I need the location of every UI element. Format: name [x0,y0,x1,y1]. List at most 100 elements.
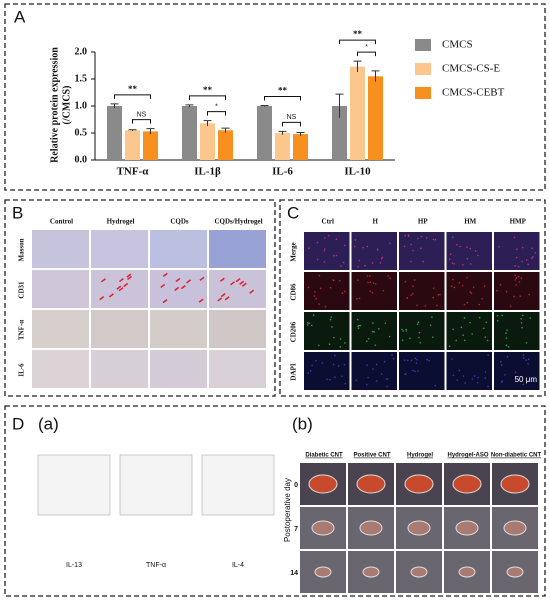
wound [359,520,383,536]
fluorescence [506,329,508,331]
fluorescence [380,373,383,375]
fluorescence [374,344,377,346]
y-axis-label: Relative protein expression [49,47,60,163]
fluorescence [344,382,347,385]
fluorescence [449,253,452,256]
fluorescence [422,260,425,263]
micrograph [91,230,148,268]
significance-label: NS [137,112,147,119]
fluorescence [452,374,455,377]
fluorescence [469,321,471,324]
fluorescence [344,342,346,344]
fluorescence [420,235,423,238]
fluorescence [388,335,391,338]
bar [332,106,347,160]
fluorescence [383,360,386,363]
x-tick-label: IL-1β [194,166,221,178]
fluorescence [429,324,432,327]
fluorescence [308,322,311,325]
mini-chart-label: IL-4 [232,562,244,569]
fluorescence [355,379,358,381]
wound [407,520,431,536]
fluorescence [453,262,456,265]
fluorescence [404,280,407,283]
panel-d-frame [4,405,546,597]
fluorescence [527,263,529,266]
fluorescence [358,297,361,300]
fluorescence [372,368,374,370]
fluorescence [456,379,458,382]
error-bar [146,128,155,135]
fluorescence [366,275,369,277]
column-label: Hydrogel-ASO [447,453,488,459]
fluorescence [356,318,359,321]
fluorescence [344,290,346,293]
fluorescence [318,274,321,277]
micrograph [150,350,207,388]
fluorescence [324,248,326,250]
wound [308,474,338,494]
fluorescence [308,247,310,249]
stain-arrow [160,283,166,289]
fluorescence [356,297,358,300]
fluorescence [410,294,412,296]
fluorescence [460,326,463,329]
fluorescence [470,292,473,294]
column-label: H [373,218,379,226]
fluorescence [458,281,461,284]
fluorescence [378,328,380,330]
fluorescence [531,247,533,250]
fluorescence [328,234,330,237]
fluorescence [456,243,458,246]
error-bar [296,131,305,136]
stain-arrow [249,289,255,294]
bar [368,76,383,160]
fluorescence [333,336,335,339]
fluorescence [520,322,523,324]
fluorescence [412,285,414,288]
fluorescence [373,331,375,333]
fluorescence [329,318,332,321]
fluorescence [477,254,479,257]
fluorescence [311,364,313,367]
fluorescence [517,275,520,278]
micrograph [399,272,445,310]
x-tick-label: TNF-α [117,166,150,178]
fluorescence [420,247,422,250]
stain-arrow [108,293,114,298]
fluorescence [403,245,406,248]
sub-panel-label: (a) [38,414,59,433]
stain-arrow [219,277,225,282]
fluorescence [532,255,534,258]
wound [506,566,524,578]
sub-panel-label: (b) [292,414,313,433]
fluorescence [334,354,336,357]
fluorescence [477,376,479,379]
micrograph [150,230,207,268]
fluorescence [469,247,472,250]
fluorescence [307,286,310,289]
fluorescence [334,376,336,378]
micrograph [304,352,350,390]
significance-bracket [114,94,151,99]
fluorescence [358,259,361,262]
fluorescence [466,257,469,260]
wound [503,520,527,536]
wound [455,520,479,536]
fluorescence [417,321,420,323]
fluorescence [486,339,489,342]
legend-swatch [415,87,431,99]
legend-label: CMCS-CEBT [442,87,505,99]
fluorescence [343,244,346,247]
x-tick-label: IL-10 [344,166,371,178]
fluorescence [501,314,504,317]
fluorescence [483,285,486,287]
wound [500,474,530,494]
micrograph [494,312,540,350]
micrograph [91,310,148,348]
column-label: CQDs [170,218,189,226]
micrograph [32,270,89,308]
fluorescence [476,382,479,384]
row-label: 0 [294,482,298,489]
fluorescence [405,328,407,331]
